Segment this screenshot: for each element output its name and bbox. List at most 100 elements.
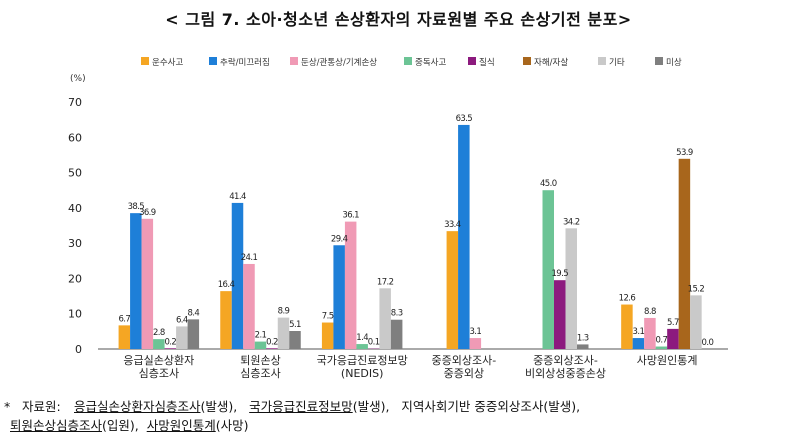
bar — [333, 245, 345, 349]
chart-title: < 그림 7. 소아·청소년 손상환자의 자료원별 주요 손상기전 분포> — [165, 10, 632, 29]
legend-label: 미상 — [666, 57, 682, 68]
data-label: 38.5 — [128, 202, 145, 212]
data-label: 24.1 — [241, 253, 258, 263]
y-tick-label: 30 — [68, 237, 82, 250]
bar — [187, 319, 200, 349]
bar — [118, 325, 131, 349]
legend-label: 중독사고 — [415, 58, 446, 68]
data-label: 0.7 — [656, 336, 668, 346]
data-label: 53.9 — [676, 148, 693, 158]
bar — [644, 317, 656, 349]
bar — [153, 339, 165, 349]
data-label: 3.1 — [469, 327, 481, 337]
y-tick-label: 10 — [68, 308, 82, 321]
data-label: 34.2 — [563, 217, 580, 227]
category-label: 중증외상 — [444, 367, 484, 380]
legend-label: 둔상/관통상/기계손상 — [301, 57, 377, 68]
bar — [469, 338, 482, 349]
bar — [254, 341, 267, 349]
source-footnote: * 자료원: 응급실손상환자심층조사(발생), 국가응급진료정보망(발생), 지… — [4, 397, 794, 435]
bar — [176, 326, 188, 349]
bar — [667, 328, 679, 349]
legend-swatch — [655, 57, 663, 65]
y-tick-label: 20 — [68, 272, 82, 285]
category-label: 국가응급진료정보망 — [317, 354, 408, 367]
bar — [164, 348, 177, 349]
bar — [289, 331, 301, 349]
data-label: 36.1 — [342, 211, 359, 221]
data-label: 36.9 — [139, 208, 156, 218]
data-label: 16.4 — [218, 280, 235, 290]
bar — [321, 322, 334, 349]
data-label: 8.3 — [391, 309, 403, 319]
bar — [141, 218, 154, 349]
data-label: 17.2 — [377, 277, 394, 287]
data-label: 29.4 — [331, 234, 348, 244]
data-label: 0.2 — [164, 337, 176, 347]
legend-swatch — [404, 57, 412, 65]
bars — [118, 124, 702, 349]
bar — [554, 280, 566, 349]
bar — [266, 348, 278, 349]
data-label: 6.7 — [118, 314, 130, 324]
legend-swatch — [141, 57, 149, 65]
data-label: 3.1 — [633, 327, 645, 337]
legend-label: 질식 — [479, 57, 495, 68]
bar — [130, 213, 142, 349]
legend-swatch — [468, 57, 476, 65]
bar — [243, 263, 255, 349]
data-label: 19.5 — [551, 269, 568, 279]
bar — [220, 291, 232, 349]
category-label: 중증외상조사- — [431, 354, 496, 367]
bar — [577, 344, 589, 349]
source-item: 응급실손상환자심층조사(발생), — [74, 399, 238, 414]
source-item: 국가응급진료정보망(발생), — [249, 399, 390, 414]
legend-label: 기타 — [609, 58, 625, 68]
category-label: 퇴원손상 — [240, 354, 280, 367]
bar — [390, 319, 403, 349]
legend-swatch — [523, 57, 531, 65]
category-label: 비외상성중증손상 — [525, 367, 606, 380]
legend: 운수사고 추락/미끄러짐 둔상/관통상/기계손상 중독사고 질식 자해/자살 기타 미상 — [141, 57, 682, 68]
data-labels: 6.738.536.92.80.26.48.416.441.424.12.10.… — [118, 114, 714, 348]
legend-label: 운수사고 — [152, 58, 183, 68]
bar — [446, 231, 459, 349]
data-label: 8.4 — [187, 308, 199, 318]
y-tick-label: 60 — [68, 131, 82, 144]
data-label: 2.1 — [255, 331, 267, 341]
category-label: 사망원인통계 — [637, 354, 698, 367]
y-tick-label: 40 — [68, 202, 82, 215]
data-label: 7.5 — [322, 312, 334, 322]
legend-swatch — [209, 57, 217, 65]
data-label: 63.5 — [456, 114, 473, 124]
bar — [690, 295, 702, 349]
bar — [632, 338, 645, 349]
source-item: 지역사회기반 중증외상조사(발생), — [401, 399, 581, 414]
bar — [655, 346, 668, 349]
category-labels: 응급실손상환자심층조사퇴원손상심층조사국가응급진료정보망(NEDIS)중증외상조… — [123, 354, 697, 380]
bar — [231, 202, 244, 349]
data-label: 15.2 — [688, 284, 705, 294]
source-item: 사망원인통계(사망) — [146, 418, 249, 433]
source-item: 퇴원손상심층조사(입원), — [10, 418, 139, 433]
data-label: 5.1 — [289, 320, 301, 330]
data-label: 45.0 — [540, 179, 557, 189]
data-label: 5.7 — [667, 318, 679, 328]
bar — [678, 158, 691, 349]
data-label: 12.6 — [619, 294, 636, 304]
legend-swatch — [290, 57, 298, 65]
footnote-mark: * — [4, 399, 11, 414]
bar — [356, 344, 368, 349]
data-label: 41.4 — [229, 192, 246, 202]
data-label: 0.1 — [368, 338, 380, 348]
y-tick-label: 70 — [68, 96, 82, 109]
data-label: 8.8 — [644, 307, 656, 317]
legend-label: 자해/자살 — [534, 58, 568, 68]
data-label: 8.9 — [278, 307, 290, 317]
footnote-label: 자료원: — [22, 399, 61, 414]
bar — [458, 124, 470, 349]
y-axis-label: (%) — [70, 74, 86, 84]
category-label: 심층조사 — [240, 367, 280, 380]
bar — [344, 221, 357, 349]
legend-label: 추락/미끄러짐 — [220, 57, 270, 68]
